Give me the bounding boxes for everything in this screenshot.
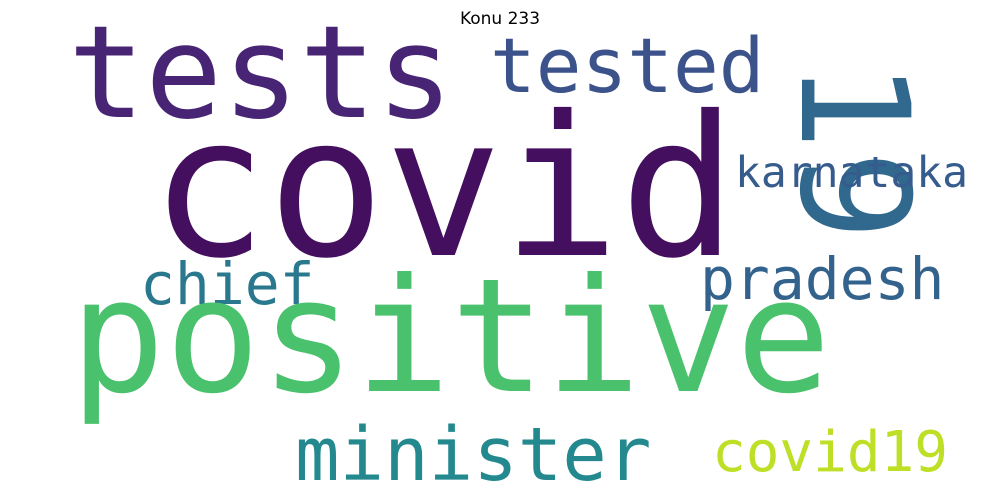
word-positive: positive xyxy=(70,245,831,429)
word-karnataka: karnataka xyxy=(735,148,968,198)
word-minister: minister xyxy=(295,412,652,498)
word-tested: tested xyxy=(490,21,765,110)
word-covid: covid xyxy=(150,74,737,301)
word-chief: chief xyxy=(140,250,315,318)
word-tests: tests xyxy=(68,0,454,148)
chart-title: Konu 233 xyxy=(459,9,541,29)
word-covid19: covid19 xyxy=(712,420,949,485)
word-pradesh: pradesh xyxy=(700,245,945,313)
